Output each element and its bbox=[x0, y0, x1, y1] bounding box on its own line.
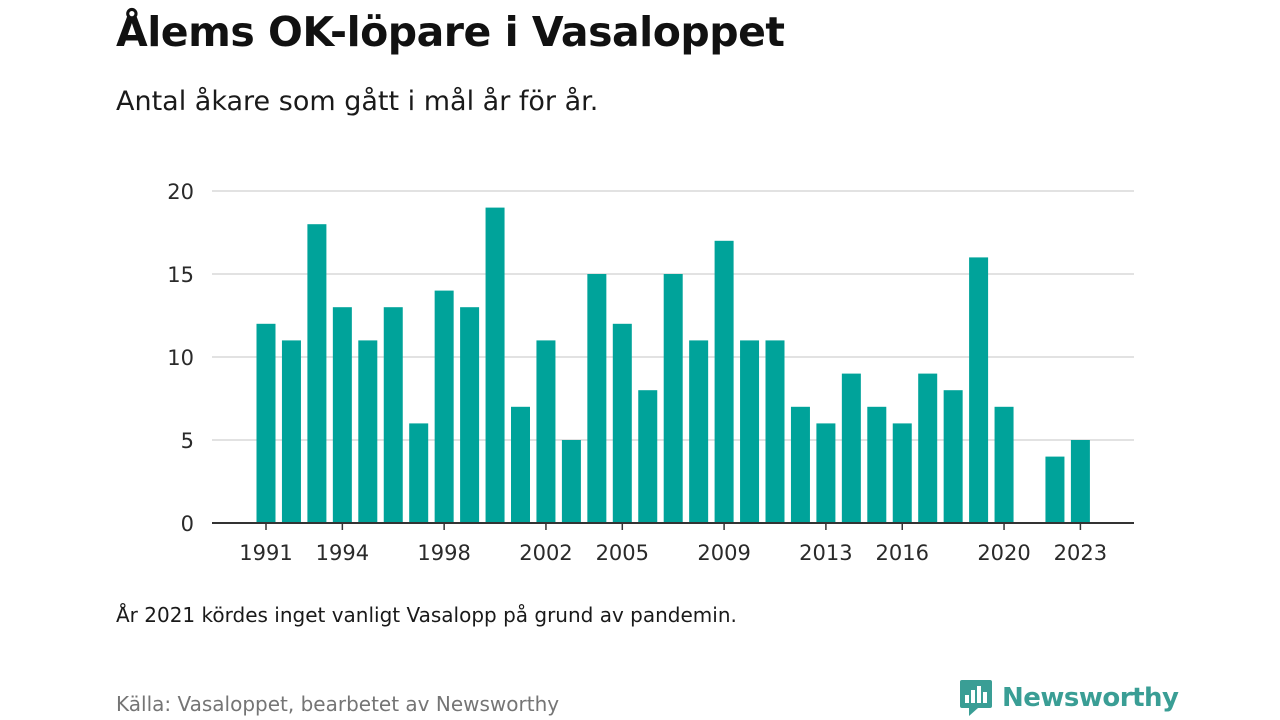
bar-1994 bbox=[332, 307, 352, 523]
y-tick-label: 0 bbox=[181, 512, 194, 536]
bar-1995 bbox=[358, 340, 378, 523]
chart-note: År 2021 kördes inget vanligt Vasalopp på… bbox=[116, 603, 737, 627]
bar-2010 bbox=[740, 340, 760, 523]
newsworthy-brand-name: Newsworthy bbox=[1002, 683, 1179, 713]
x-tick-label: 1991 bbox=[239, 541, 292, 565]
newsworthy-logo-icon bbox=[960, 680, 992, 716]
bars bbox=[256, 207, 1090, 524]
x-tick-label: 1998 bbox=[417, 541, 470, 565]
y-tick-label: 15 bbox=[167, 263, 194, 287]
x-tick-label: 1994 bbox=[316, 541, 369, 565]
bar-1993 bbox=[307, 224, 327, 523]
newsworthy-logo: Newsworthy bbox=[958, 678, 1179, 718]
bar-2004 bbox=[587, 274, 607, 523]
bar-2007 bbox=[663, 274, 683, 523]
chart-subtitle: Antal åkare som gått i mål år för år. bbox=[116, 86, 599, 117]
bar-1999 bbox=[460, 307, 480, 523]
bar-2006 bbox=[638, 390, 658, 523]
bar-2001 bbox=[511, 406, 530, 523]
x-tick-label: 2013 bbox=[799, 541, 852, 565]
chart-title: Ålems OK-löpare i Vasaloppet bbox=[116, 8, 785, 56]
bar-1991 bbox=[256, 323, 276, 523]
bar-2022 bbox=[1045, 456, 1065, 523]
x-tick-label: 2002 bbox=[519, 541, 572, 565]
bar-2013 bbox=[816, 423, 836, 523]
bar-2003 bbox=[561, 440, 581, 523]
bar-2008 bbox=[689, 340, 709, 523]
bar-2020 bbox=[994, 406, 1014, 523]
bar-2023 bbox=[1070, 440, 1090, 523]
source-text: Källa: Vasaloppet, bearbetet av Newswort… bbox=[116, 692, 560, 716]
bar-2011 bbox=[765, 340, 785, 523]
bar-2015 bbox=[867, 406, 887, 523]
x-tick-label: 2009 bbox=[697, 541, 750, 565]
bar-1992 bbox=[281, 340, 301, 523]
bar-1998 bbox=[434, 290, 454, 523]
x-tick-label: 2016 bbox=[876, 541, 929, 565]
bar-chart: 0 5 10 15 20 1991 1994 1998 2002 2005 2009 2013 2016… bbox=[167, 180, 1134, 565]
bar-2014 bbox=[841, 373, 861, 523]
bar-2009 bbox=[714, 240, 734, 524]
y-tick-label: 10 bbox=[167, 346, 194, 370]
bar-2017 bbox=[918, 373, 938, 523]
axes: 0 5 10 15 20 1991 1994 1998 2002 2005 2009 2013 2016… bbox=[167, 180, 1134, 565]
bar-2018 bbox=[943, 390, 963, 523]
bar-1997 bbox=[409, 423, 429, 523]
bar-2000 bbox=[485, 207, 505, 523]
bar-1996 bbox=[383, 307, 403, 523]
x-tick-label: 2023 bbox=[1054, 541, 1107, 565]
y-tick-label: 5 bbox=[181, 429, 194, 453]
bar-2016 bbox=[892, 423, 912, 523]
bar-2005 bbox=[612, 323, 632, 523]
x-tick-label: 2005 bbox=[596, 541, 649, 565]
bar-2012 bbox=[790, 406, 810, 523]
bar-2002 bbox=[536, 340, 556, 523]
x-tick-label: 2020 bbox=[977, 541, 1030, 565]
y-tick-label: 20 bbox=[167, 180, 194, 204]
bar-2019 bbox=[969, 257, 989, 523]
